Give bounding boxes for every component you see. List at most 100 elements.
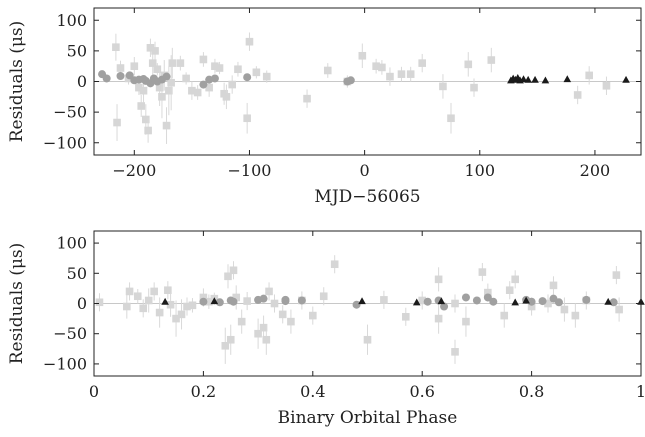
- data-point-square: [511, 275, 519, 284]
- data-point-square: [262, 72, 271, 81]
- y-tick-label: 50: [67, 264, 87, 283]
- data-point-square: [168, 59, 177, 67]
- y-tick-label: −50: [53, 103, 87, 122]
- data-point-square: [144, 126, 152, 135]
- data-point-square: [309, 311, 317, 320]
- data-point-circle: [472, 296, 481, 305]
- data-point-square: [125, 287, 134, 296]
- data-point-square: [112, 43, 120, 51]
- y-tick-label: 100: [56, 234, 87, 253]
- data-point-square: [571, 311, 580, 320]
- data-point-square: [527, 302, 536, 311]
- x-tick-label: 0.8: [519, 382, 544, 401]
- data-point-square: [224, 272, 232, 281]
- data-point-square: [323, 66, 332, 75]
- data-point-square: [464, 60, 473, 69]
- series-light-circle: [199, 293, 618, 311]
- data-point-square: [139, 304, 148, 313]
- x-tick-label: 0: [89, 382, 99, 401]
- data-point-circle: [440, 302, 449, 311]
- y-tick-label: 0: [77, 72, 87, 91]
- data-point-triangle: [412, 298, 421, 306]
- data-point-circle: [554, 298, 563, 307]
- data-point-triangle: [563, 75, 572, 83]
- data-point-square: [166, 300, 175, 309]
- data-point-square: [123, 302, 131, 311]
- data-point-square: [287, 317, 295, 326]
- data-point-triangle: [358, 297, 366, 305]
- data-point-circle: [461, 293, 470, 302]
- data-point-triangle: [622, 75, 630, 83]
- data-point-square: [447, 114, 455, 123]
- data-point-circle: [489, 297, 498, 306]
- data-point-square: [401, 312, 410, 321]
- x-tick-label: 100: [465, 161, 496, 180]
- data-point-square: [205, 83, 213, 92]
- data-point-square: [262, 335, 271, 344]
- data-point-triangle: [524, 75, 532, 83]
- data-point-square: [221, 341, 230, 350]
- y-axis-label: Residuals (μs): [7, 21, 27, 143]
- data-point-square: [549, 281, 558, 290]
- data-point-circle: [210, 74, 219, 83]
- data-point-square: [158, 93, 166, 101]
- data-point-square: [139, 86, 148, 95]
- data-point-square: [162, 121, 171, 130]
- data-point-square: [358, 51, 367, 60]
- data-point-square: [113, 118, 121, 127]
- data-point-square: [303, 94, 311, 103]
- x-axis-label: Binary Orbital Phase: [278, 408, 458, 428]
- data-point-circle: [538, 297, 547, 306]
- data-point-square: [363, 335, 372, 344]
- data-point-circle: [483, 293, 492, 302]
- data-point-square: [182, 74, 190, 83]
- y-tick-label: 100: [56, 11, 87, 30]
- data-point-square: [487, 56, 496, 64]
- data-point-square: [150, 287, 158, 296]
- data-point-square: [237, 317, 246, 326]
- x-tick-label: 0.6: [409, 382, 434, 401]
- data-point-triangle: [522, 296, 530, 304]
- data-point-circle: [229, 297, 238, 306]
- data-point-square: [418, 59, 426, 67]
- data-point-square: [612, 271, 621, 279]
- data-point-square: [451, 299, 459, 308]
- data-point-square: [500, 311, 509, 320]
- data-point-square: [434, 314, 443, 323]
- data-point-circle: [199, 297, 208, 306]
- x-tick-label: 0.2: [191, 382, 216, 401]
- data-point-square: [176, 59, 185, 67]
- data-point-square: [215, 64, 224, 72]
- data-point-square: [142, 115, 150, 124]
- data-point-square: [137, 102, 146, 110]
- data-point-square: [211, 62, 219, 70]
- data-point-triangle: [604, 297, 612, 305]
- data-point-square: [573, 91, 582, 99]
- data-point-square: [116, 64, 125, 72]
- data-point-square: [232, 293, 241, 302]
- data-point-square: [505, 286, 514, 295]
- data-point-square: [245, 37, 254, 46]
- data-point-square: [222, 93, 231, 101]
- data-point-square: [177, 310, 186, 319]
- data-point-square: [278, 310, 287, 319]
- data-point-square: [406, 70, 415, 78]
- data-point-square: [148, 59, 157, 67]
- data-point-circle: [116, 71, 125, 80]
- data-point-circle: [297, 296, 306, 305]
- data-point-square: [585, 71, 593, 80]
- data-point-square: [434, 275, 443, 284]
- data-point-square: [228, 80, 236, 89]
- data-point-square: [144, 296, 153, 305]
- data-point-square: [259, 323, 268, 332]
- data-point-square: [544, 299, 552, 308]
- data-point-square: [386, 72, 394, 81]
- data-point-square: [372, 62, 380, 70]
- data-point-square: [226, 335, 235, 344]
- data-point-triangle: [511, 298, 519, 306]
- series-light-circle: [98, 70, 355, 89]
- data-point-square: [380, 296, 388, 304]
- x-tick-label: −200: [112, 161, 156, 180]
- data-point-square: [199, 293, 208, 302]
